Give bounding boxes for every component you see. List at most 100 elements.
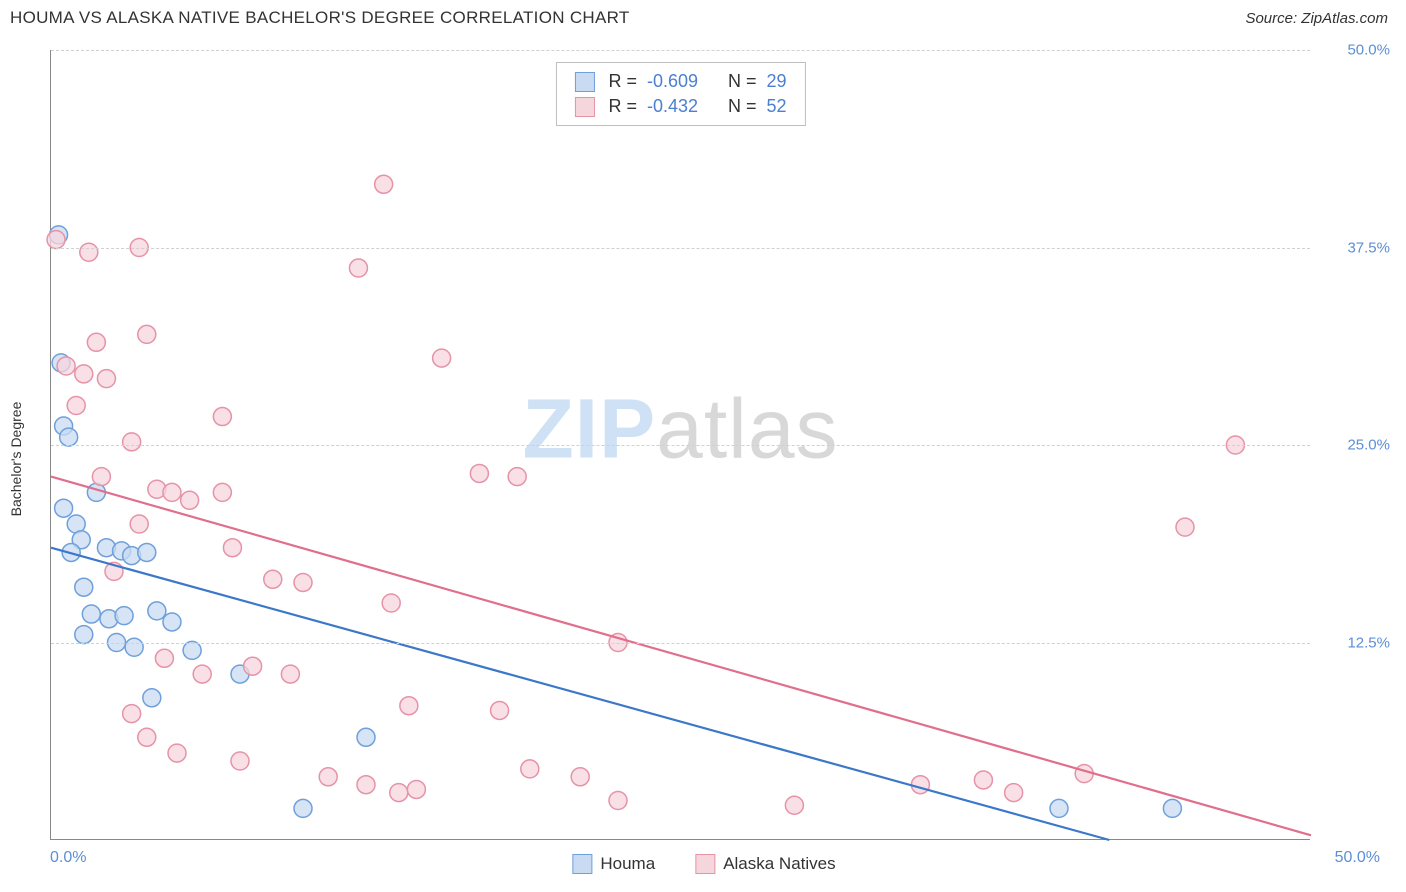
- y-tick-label: 50.0%: [1320, 42, 1390, 59]
- scatter-point-alaska: [87, 333, 105, 351]
- legend-swatch-alaska: [695, 854, 715, 874]
- scatter-point-alaska: [508, 468, 526, 486]
- stat-R-value: -0.432: [647, 94, 698, 119]
- scatter-point-alaska: [130, 515, 148, 533]
- bottom-legend: Houma Alaska Natives: [572, 854, 835, 874]
- legend-item-houma: Houma: [572, 854, 655, 874]
- scatter-point-alaska: [264, 570, 282, 588]
- y-tick-label: 12.5%: [1320, 634, 1390, 651]
- scatter-point-alaska: [213, 408, 231, 426]
- scatter-point-houma: [138, 543, 156, 561]
- x-tick-label: 0.0%: [50, 849, 86, 867]
- scatter-point-alaska: [382, 594, 400, 612]
- scatter-point-alaska: [223, 539, 241, 557]
- scatter-point-alaska: [1075, 765, 1093, 783]
- scatter-point-alaska: [138, 728, 156, 746]
- scatter-point-alaska: [244, 657, 262, 675]
- scatter-point-alaska: [1176, 518, 1194, 536]
- stat-N-label: N =: [728, 69, 757, 94]
- plot-area: ZIPatlas R =-0.609 N =29R =-0.432 N =52 …: [50, 50, 1310, 840]
- trend-line-houma: [51, 548, 1109, 840]
- legend-label-houma: Houma: [600, 854, 655, 874]
- scatter-point-alaska: [155, 649, 173, 667]
- gridline-h: [51, 445, 1310, 446]
- scatter-point-houma: [148, 602, 166, 620]
- source-label: Source: ZipAtlas.com: [1245, 10, 1388, 27]
- swatch-alaska: [574, 97, 594, 117]
- stat-N-label: N =: [728, 94, 757, 119]
- scatter-point-alaska: [80, 243, 98, 261]
- scatter-point-alaska: [375, 175, 393, 193]
- gridline-h: [51, 248, 1310, 249]
- swatch-houma: [574, 72, 594, 92]
- scatter-point-alaska: [1005, 784, 1023, 802]
- scatter-point-alaska: [193, 665, 211, 683]
- scatter-point-houma: [60, 428, 78, 446]
- scatter-point-houma: [55, 499, 73, 517]
- scatter-point-alaska: [75, 365, 93, 383]
- scatter-point-houma: [75, 626, 93, 644]
- scatter-point-houma: [183, 641, 201, 659]
- legend-item-alaska: Alaska Natives: [695, 854, 835, 874]
- stats-row-alaska: R = -0.432 N = 52: [574, 94, 786, 119]
- stats-row-houma: R = -0.609 N = 29: [574, 69, 786, 94]
- scatter-point-houma: [1163, 799, 1181, 817]
- scatter-point-houma: [75, 578, 93, 596]
- stat-R-label: R =: [608, 94, 637, 119]
- chart-title: HOUMA VS ALASKA NATIVE BACHELOR'S DEGREE…: [10, 8, 630, 28]
- scatter-point-alaska: [123, 433, 141, 451]
- scatter-point-alaska: [47, 231, 65, 249]
- trend-line-alaska: [51, 477, 1311, 836]
- scatter-point-alaska: [974, 771, 992, 789]
- scatter-point-alaska: [785, 796, 803, 814]
- scatter-point-alaska: [400, 697, 418, 715]
- scatter-point-alaska: [231, 752, 249, 770]
- scatter-point-houma: [294, 799, 312, 817]
- scatter-point-alaska: [97, 370, 115, 388]
- scatter-point-alaska: [213, 483, 231, 501]
- y-tick-label: 37.5%: [1320, 239, 1390, 256]
- scatter-point-houma: [357, 728, 375, 746]
- scatter-point-alaska: [911, 776, 929, 794]
- scatter-point-houma: [82, 605, 100, 623]
- chart-container: Bachelor's Degree ZIPatlas R =-0.609 N =…: [10, 40, 1398, 878]
- gridline-h: [51, 643, 1310, 644]
- stat-R-label: R =: [608, 69, 637, 94]
- stats-legend-box: R = -0.609 N = 29 R = -0.432 N = 52: [555, 62, 805, 126]
- scatter-point-houma: [115, 607, 133, 625]
- scatter-point-alaska: [92, 468, 110, 486]
- scatter-point-alaska: [349, 259, 367, 277]
- scatter-point-alaska: [357, 776, 375, 794]
- stat-R-value: -0.609: [647, 69, 698, 94]
- scatter-point-alaska: [294, 573, 312, 591]
- scatter-point-alaska: [609, 792, 627, 810]
- scatter-point-alaska: [470, 464, 488, 482]
- scatter-point-alaska: [168, 744, 186, 762]
- scatter-point-alaska: [123, 705, 141, 723]
- scatter-point-alaska: [163, 483, 181, 501]
- scatter-point-alaska: [67, 397, 85, 415]
- legend-swatch-houma: [572, 854, 592, 874]
- y-axis-title: Bachelor's Degree: [8, 402, 24, 517]
- scatter-point-houma: [143, 689, 161, 707]
- scatter-point-alaska: [57, 357, 75, 375]
- legend-label-alaska: Alaska Natives: [723, 854, 835, 874]
- scatter-point-alaska: [407, 780, 425, 798]
- scatter-point-alaska: [491, 701, 509, 719]
- scatter-point-alaska: [433, 349, 451, 367]
- chart-header: HOUMA VS ALASKA NATIVE BACHELOR'S DEGREE…: [0, 0, 1406, 36]
- scatter-point-alaska: [319, 768, 337, 786]
- scatter-point-alaska: [138, 325, 156, 343]
- scatter-point-alaska: [281, 665, 299, 683]
- scatter-point-alaska: [521, 760, 539, 778]
- stat-N-value: 29: [767, 69, 787, 94]
- x-tick-label: 50.0%: [1335, 849, 1380, 867]
- scatter-point-alaska: [181, 491, 199, 509]
- scatter-point-houma: [163, 613, 181, 631]
- scatter-point-alaska: [390, 784, 408, 802]
- scatter-point-alaska: [571, 768, 589, 786]
- y-tick-label: 25.0%: [1320, 437, 1390, 454]
- stat-N-value: 52: [767, 94, 787, 119]
- scatter-point-houma: [1050, 799, 1068, 817]
- scatter-point-houma: [125, 638, 143, 656]
